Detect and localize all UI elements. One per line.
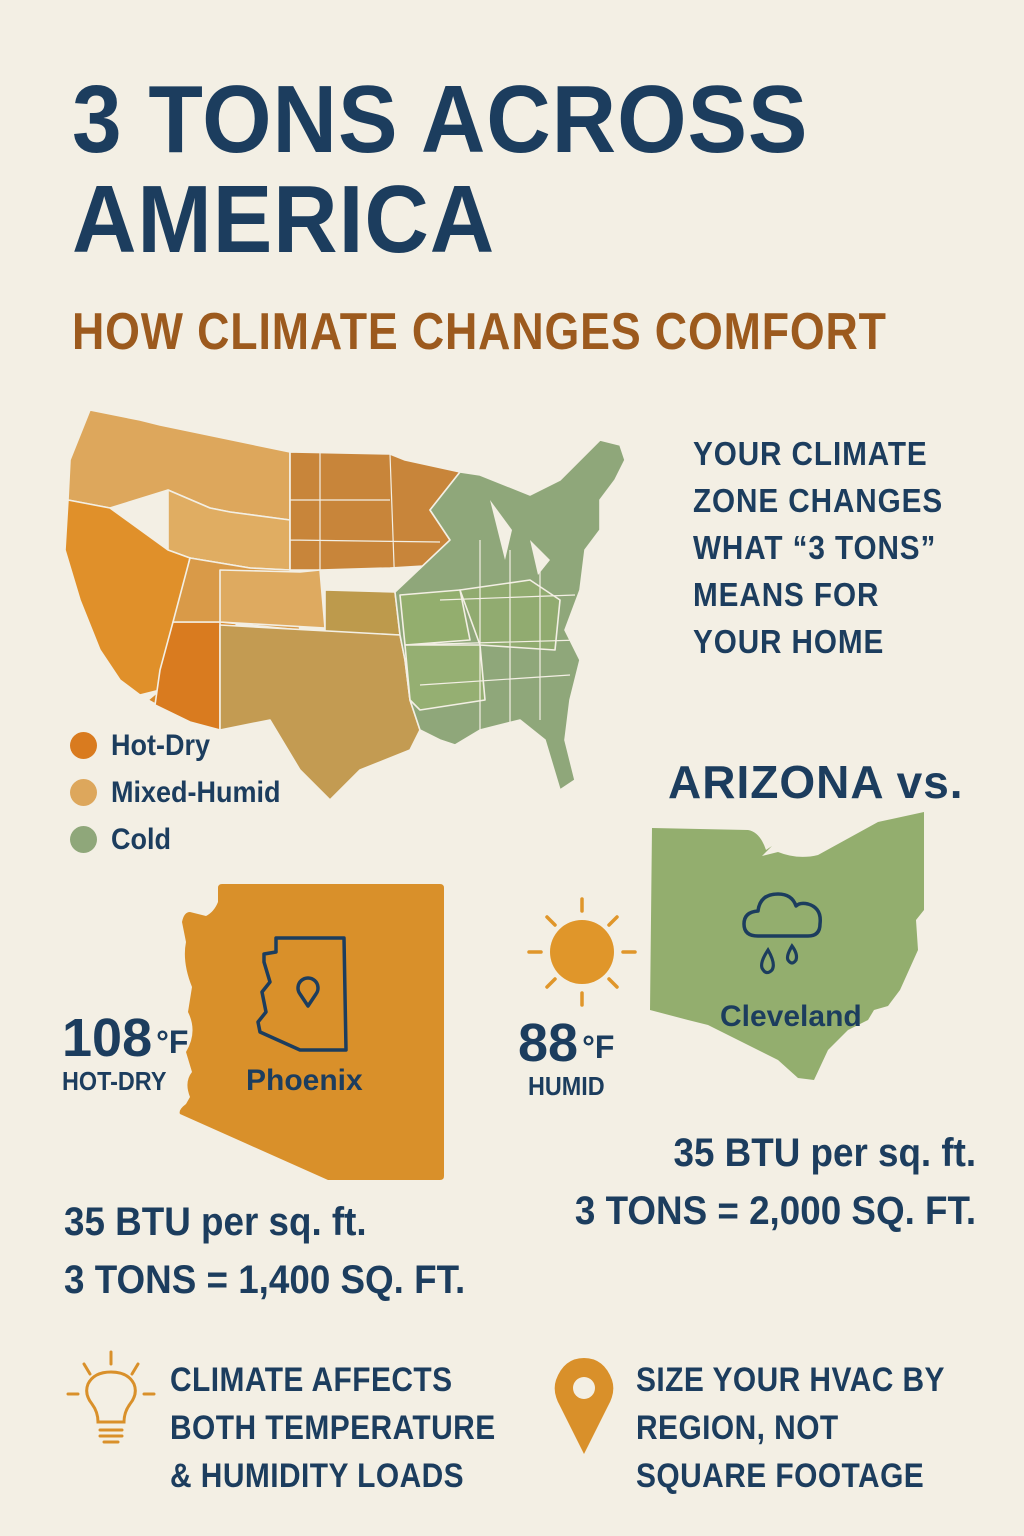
title-line-1: 3 TONS ACROSS	[72, 66, 809, 173]
temp-value: 108	[62, 1008, 153, 1068]
rain-cloud-icon	[740, 884, 830, 982]
tip-line: CLIMATE AFFECTS	[170, 1361, 453, 1399]
temp-unit: °F	[582, 1029, 615, 1065]
arizona-climate-label: HOT-DRY	[62, 1066, 167, 1096]
ohio-city-label: Cleveland	[720, 1000, 862, 1033]
tip-line: BOTH TEMPERATURE	[170, 1409, 496, 1447]
legend-label: Cold	[111, 822, 171, 856]
tagline-line: ZONE CHANGES	[693, 482, 944, 519]
map-legend: Hot-Dry Mixed-Humid Cold	[70, 722, 299, 863]
arizona-coverage: 3 TONS = 1,400 SQ. FT.	[64, 1258, 466, 1302]
ohio-card: Cleveland	[648, 810, 928, 1085]
temp-unit: °F	[156, 1024, 189, 1060]
comparison-heading: ARIZONA vs.	[668, 756, 964, 808]
legend-swatch	[70, 826, 97, 853]
legend-label: Hot-Dry	[111, 728, 210, 762]
tip-line: SIZE YOUR HVAC BY	[636, 1361, 945, 1399]
page-subtitle: HOW CLIMATE CHANGES COMFORT	[72, 303, 887, 361]
tagline-line: YOUR HOME	[693, 623, 885, 660]
title-line-2: AMERICA	[72, 166, 496, 273]
tip-line: SQUARE FOOTAGE	[636, 1457, 925, 1495]
us-climate-map	[60, 400, 670, 810]
tip-line: REGION, NOT	[636, 1409, 839, 1447]
ohio-btu: 35 BTU per sq. ft.	[673, 1131, 976, 1175]
tagline: YOUR CLIMATE ZONE CHANGES WHAT “3 TONS” …	[693, 430, 943, 665]
tip-line: & HUMIDITY LOADS	[170, 1457, 465, 1495]
pin-icon	[296, 976, 320, 1008]
legend-swatch	[70, 732, 97, 759]
tagline-line: YOUR CLIMATE	[693, 435, 928, 472]
ohio-stats: 35 BTU per sq. ft. 3 TONS = 2,000 SQ. FT…	[540, 1124, 976, 1240]
lightbulb-icon	[66, 1350, 156, 1450]
temp-value: 88	[518, 1013, 579, 1073]
arizona-btu: 35 BTU per sq. ft.	[64, 1200, 367, 1244]
ohio-coverage: 3 TONS = 2,000 SQ. FT.	[574, 1189, 976, 1233]
legend-label: Mixed-Humid	[111, 775, 281, 809]
legend-item-cold: Cold	[70, 816, 299, 863]
legend-item-mixed-humid: Mixed-Humid	[70, 769, 299, 816]
page-title: 3 TONS ACROSS AMERICA	[72, 70, 808, 270]
ohio-shape-icon	[650, 812, 924, 1080]
arizona-temperature: 108 °F HOT-DRY	[62, 1010, 188, 1097]
legend-swatch	[70, 779, 97, 806]
location-pin-icon	[552, 1356, 616, 1456]
arizona-city-label: Phoenix	[246, 1064, 363, 1097]
tagline-line: WHAT “3 TONS”	[693, 529, 937, 566]
arizona-stats: 35 BTU per sq. ft. 3 TONS = 1,400 SQ. FT…	[64, 1193, 500, 1309]
legend-item-hot-dry: Hot-Dry	[70, 722, 299, 769]
ohio-temperature: 88 °F HUMID	[518, 1015, 614, 1102]
tip-climate-loads: CLIMATE AFFECTS BOTH TEMPERATURE & HUMID…	[170, 1356, 496, 1500]
us-map-icon	[64, 409, 626, 801]
tip-size-by-region: SIZE YOUR HVAC BY REGION, NOT SQUARE FOO…	[636, 1356, 945, 1500]
arizona-shape-icon	[179, 884, 444, 1180]
tagline-line: MEANS FOR	[693, 576, 880, 613]
arizona-card: Phoenix	[178, 882, 446, 1182]
sun-icon	[525, 895, 640, 1010]
ohio-climate-label: HUMID	[528, 1071, 605, 1101]
